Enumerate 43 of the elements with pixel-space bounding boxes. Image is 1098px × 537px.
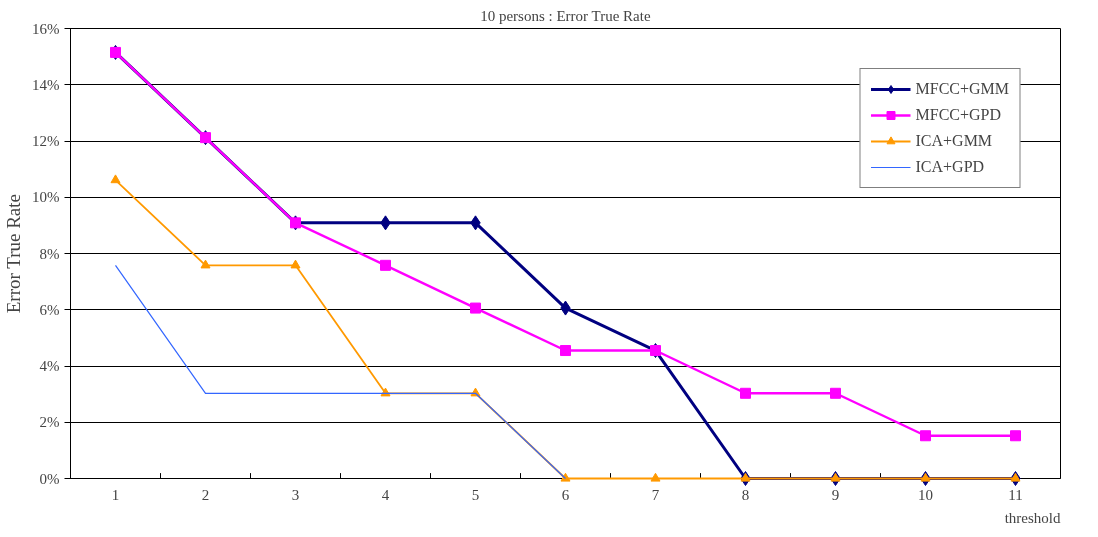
y-axis-title: Error True Rate <box>3 194 24 314</box>
x-tick-label: 2 <box>201 486 210 503</box>
legend-label: MFCC+GPD <box>915 106 1001 124</box>
y-tick-label: 0% <box>39 470 60 487</box>
point <box>290 259 301 269</box>
y-tick-label: 12% <box>32 133 60 149</box>
point <box>650 472 661 482</box>
point <box>200 259 211 269</box>
x-axis-title: threshold <box>1004 509 1061 526</box>
x-tick-label: 8 <box>741 486 750 503</box>
point <box>560 345 571 357</box>
point <box>1010 430 1021 442</box>
point <box>920 472 931 482</box>
x-tick-label: 9 <box>831 486 840 503</box>
x-tick-label: 1 <box>111 486 120 503</box>
y-tick-label: 8% <box>39 245 60 262</box>
y-tick-label: 6% <box>39 301 60 318</box>
y-tick-label: 16% <box>32 20 60 37</box>
x-tick-label: 5 <box>471 486 480 503</box>
point <box>830 472 841 482</box>
y-tick-label: 4% <box>39 358 60 374</box>
point <box>470 302 481 314</box>
y-tick-label: 2% <box>39 414 60 431</box>
point <box>740 472 751 482</box>
point <box>830 387 841 399</box>
chart-title: 10 persons : Error True Rate <box>480 7 651 24</box>
point <box>1010 472 1021 482</box>
point <box>740 387 751 399</box>
y-tick-label: 14% <box>32 76 60 93</box>
x-tick-label: 10 <box>918 486 933 503</box>
x-tick-label: 11 <box>1008 486 1023 503</box>
point <box>560 472 571 482</box>
y-tick-label: 10% <box>32 189 60 206</box>
x-tick-label: 7 <box>651 486 660 503</box>
legend-label: ICA+GPD <box>915 158 985 176</box>
x-tick-label: 6 <box>561 486 570 503</box>
legend-label: MFCC+GMM <box>915 80 1009 98</box>
point <box>920 430 931 442</box>
legend-label: ICA+GMM <box>915 132 993 150</box>
point <box>110 174 121 184</box>
point <box>380 259 391 271</box>
x-tick-label: 3 <box>291 486 300 503</box>
x-tick-label: 4 <box>381 486 390 503</box>
